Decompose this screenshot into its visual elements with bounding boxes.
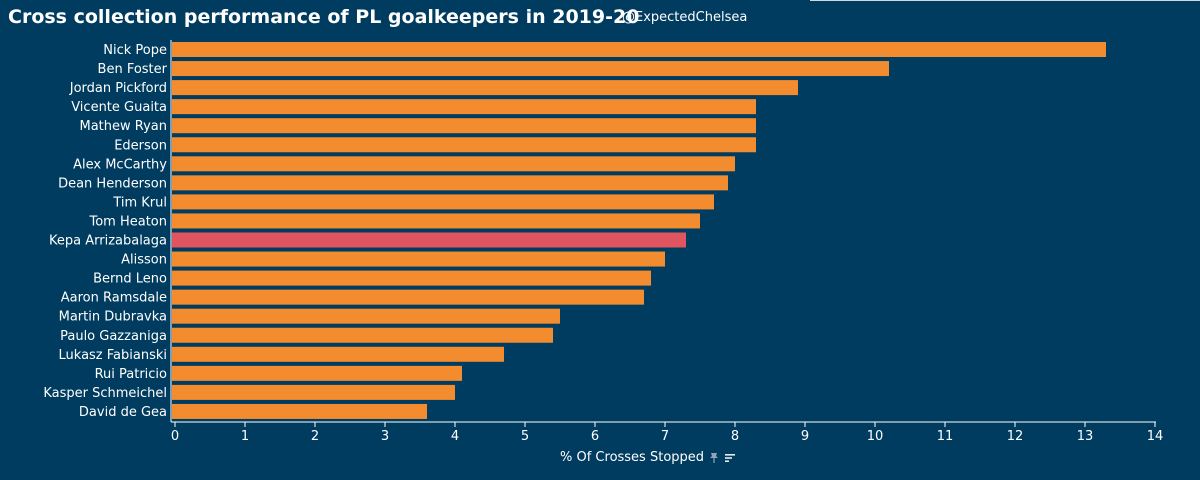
bar [172, 289, 644, 305]
category-label: Ederson [114, 138, 167, 153]
bar [172, 137, 756, 153]
category-label: Tim Krul [112, 195, 167, 210]
category-label: Nick Pope [103, 43, 167, 58]
pin-icon[interactable] [708, 452, 720, 464]
bar [172, 118, 756, 134]
bar [172, 384, 455, 400]
sort-icon[interactable] [724, 452, 736, 464]
category-label: Ben Foster [98, 62, 168, 77]
category-label: Paulo Gazzaniga [60, 329, 167, 344]
bar [172, 308, 560, 324]
category-label: Kepa Arrizabalaga [49, 234, 167, 249]
x-tick-label: 11 [937, 429, 954, 444]
category-label: Alex McCarthy [73, 157, 167, 172]
category-label: Alisson [121, 253, 167, 268]
bar [172, 327, 553, 343]
chart-title: Cross collection performance of PL goalk… [8, 6, 640, 28]
bar [172, 42, 1106, 57]
x-axis-title-row: % Of Crosses Stopped [560, 450, 736, 465]
top-divider [810, 0, 1200, 1]
category-label: Jordan Pickford [69, 81, 167, 96]
x-tick-label: 8 [731, 429, 739, 444]
x-tick-label: 12 [1007, 429, 1024, 444]
category-label: Lukasz Fabianski [59, 348, 167, 363]
x-tick-label: 6 [591, 429, 599, 444]
x-tick-label: 9 [801, 429, 809, 444]
bar [172, 61, 889, 77]
x-tick-label: 2 [311, 429, 319, 444]
category-label: Aaron Ramsdale [61, 291, 167, 306]
x-tick-label: 13 [1077, 429, 1094, 444]
category-label: Kasper Schmeichel [43, 386, 167, 401]
category-label: Rui Patricio [95, 367, 167, 382]
bar [172, 346, 504, 362]
bar [172, 175, 728, 191]
x-tick-label: 10 [867, 429, 884, 444]
category-label: Tom Heaton [88, 214, 167, 229]
bar [172, 194, 714, 210]
category-label: Vicente Guaita [71, 100, 167, 115]
category-label: Mathew Ryan [79, 119, 167, 134]
x-tick-label: 3 [381, 429, 389, 444]
bar [172, 99, 756, 115]
x-tick-label: 7 [661, 429, 669, 444]
bar [172, 270, 651, 286]
category-label: Bernd Leno [93, 272, 167, 287]
x-tick-label: 4 [451, 429, 459, 444]
bar [172, 156, 735, 172]
bar [172, 403, 427, 419]
bar [172, 232, 686, 248]
bar [172, 251, 665, 267]
bar [172, 213, 700, 229]
category-label: David de Gea [79, 405, 167, 420]
x-axis-title: % Of Crosses Stopped [560, 450, 705, 465]
bar [172, 365, 462, 381]
x-tick-label: 14 [1147, 429, 1164, 444]
category-label: Dean Henderson [58, 176, 167, 191]
x-tick-label: 0 [171, 429, 179, 444]
category-label: Martin Dubravka [59, 310, 167, 325]
x-tick-label: 5 [521, 429, 529, 444]
x-tick-label: 1 [241, 429, 249, 444]
bar [172, 80, 798, 96]
author-handle: @ExpectedChelsea [622, 10, 748, 25]
